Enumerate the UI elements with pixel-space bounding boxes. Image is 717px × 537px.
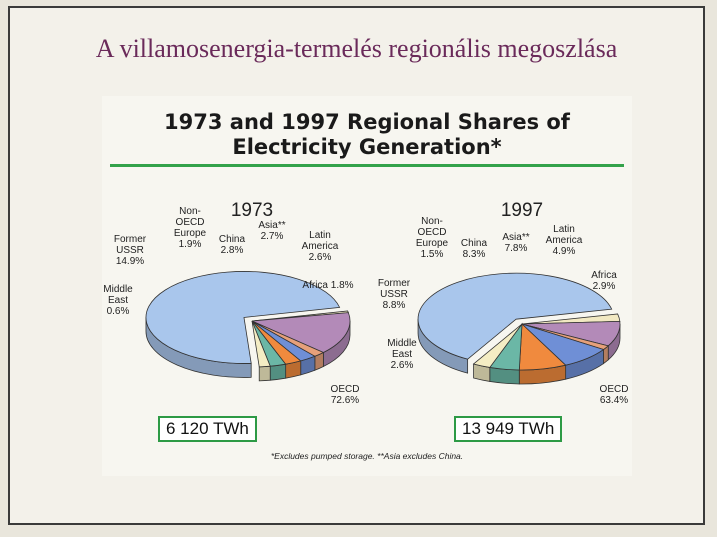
pie-label-china: China 8.3%	[461, 238, 488, 260]
pie-label-oecd: OECD 72.6%	[331, 384, 360, 406]
pie-1973: 1973 OECD 72.6% Middle East 0.6% Former USSR 14.…	[103, 200, 359, 406]
slide: A villamosenergia-termelés regionális me…	[8, 6, 705, 525]
chart-title-line1: 1973 and 1997 Regional Shares of	[164, 110, 570, 134]
pie-label-middle-east: Middle East 0.6%	[103, 284, 133, 317]
pie-slice-oecd	[417, 272, 613, 374]
pie-label-non-oecd-europe: Non-OECD Europe 1.5%	[416, 216, 449, 260]
total-box-1973: 6 120 TWh	[158, 416, 257, 442]
pie-label-africa: Africa 2.9%	[591, 270, 617, 292]
pie-label-non-oecd-europe: Non-OECD Europe 1.9%	[174, 206, 207, 250]
title-divider	[110, 164, 624, 167]
slide-title: A villamosenergia-termelés regionális me…	[95, 34, 618, 63]
pie-year-label: 1973	[231, 200, 273, 221]
pie-label-oecd: OECD 63.4%	[600, 384, 629, 406]
pie-label-asia: Asia** 7.8%	[502, 232, 529, 254]
pie-charts: 1973 OECD 72.6% Middle East 0.6% Former USSR 14.…	[103, 200, 629, 406]
pie-label-former-ussr: Former USSR 8.8%	[378, 278, 411, 311]
pie-label-asia: Asia** 2.7%	[258, 220, 285, 242]
pie-label-former-ussr: Former USSR 14.9%	[114, 234, 147, 267]
footnote: *Excludes pumped storage. **Asia exclude…	[270, 451, 464, 461]
pie-slice-oecd	[145, 271, 341, 378]
total-box-1997: 13 949 TWh	[454, 416, 563, 442]
chart-title-line2: Electricity Generation*	[232, 135, 502, 159]
pie-slice-africa	[472, 323, 523, 382]
pie-slice-africa	[251, 320, 271, 382]
pie-year-label: 1997	[501, 200, 543, 221]
pie-label-africa: Africa 1.8%	[302, 280, 353, 291]
chart-title: 1973 and 1997 Regional Shares of Electri…	[102, 110, 632, 160]
pie-label-china: China 2.8%	[219, 234, 246, 256]
pie-label-middle-east: Middle East 2.6%	[387, 338, 417, 371]
pie-label-latin-america: Latin America 2.6%	[302, 230, 339, 263]
pie-slice-china	[521, 323, 605, 380]
pie-label-latin-america: Latin America 4.9%	[546, 224, 583, 257]
chart-figure: 1973 and 1997 Regional Shares of Electri…	[102, 96, 632, 476]
pie-1997: 1997 OECD 63.4% Middle East 2.6% Former USSR 8.8…	[378, 200, 629, 406]
